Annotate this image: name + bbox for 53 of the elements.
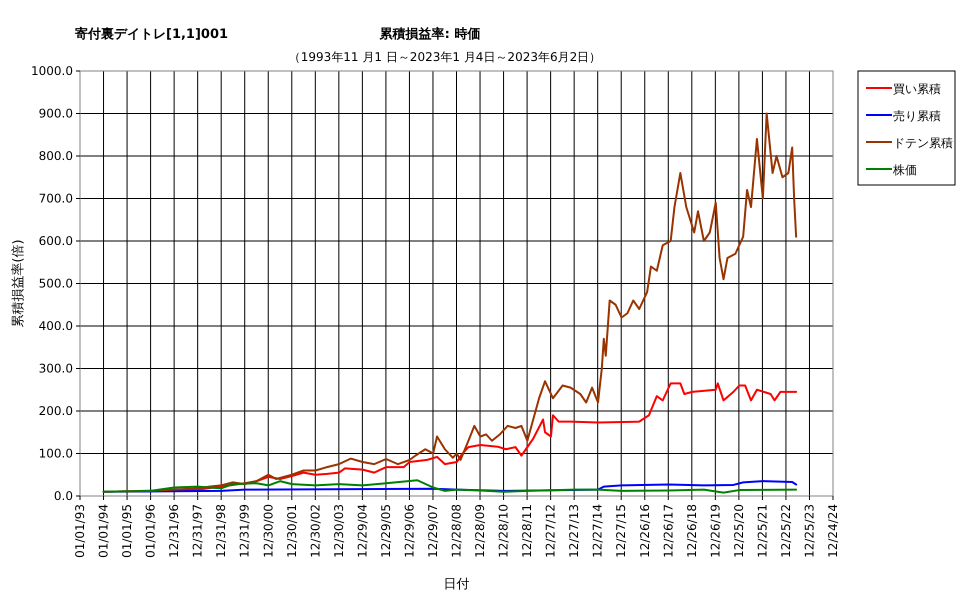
x-tick-label: 12/31/96 bbox=[167, 504, 182, 558]
x-tick-label: 12/25/23 bbox=[802, 504, 816, 558]
x-tick-label: 12/29/06 bbox=[402, 504, 416, 558]
legend-label: 買い累積 bbox=[893, 82, 941, 96]
x-tick-label: 12/30/00 bbox=[261, 504, 276, 558]
x-tick-label: 01/01/93 bbox=[73, 504, 87, 558]
x-tick-label: 12/29/04 bbox=[355, 504, 370, 558]
x-tick-label: 12/30/01 bbox=[284, 504, 299, 558]
x-tick-label: 12/25/21 bbox=[755, 504, 770, 558]
y-tick-label: 200.0 bbox=[38, 404, 73, 418]
x-tick-label: 12/28/09 bbox=[473, 504, 488, 558]
y-tick-label: 600.0 bbox=[38, 234, 73, 248]
y-tick-label: 300.0 bbox=[38, 362, 73, 376]
x-tick-label: 12/27/14 bbox=[590, 504, 605, 558]
x-tick-label: 12/24/24 bbox=[826, 504, 840, 558]
x-tick-label: 12/26/16 bbox=[638, 504, 652, 558]
y-tick-label: 700.0 bbox=[38, 192, 73, 206]
x-tick-label: 12/31/98 bbox=[214, 504, 228, 558]
chart-title: 累積損益率: 時価 bbox=[378, 26, 480, 42]
x-tick-label: 01/01/96 bbox=[144, 504, 158, 558]
x-tick-label: 12/28/11 bbox=[520, 504, 534, 558]
y-tick-label: 800.0 bbox=[38, 149, 73, 163]
legend-label: 売り累積 bbox=[893, 109, 941, 123]
x-tick-label: 12/30/03 bbox=[332, 504, 346, 558]
x-tick-label: 01/01/94 bbox=[96, 504, 111, 558]
x-tick-label: 12/27/15 bbox=[614, 504, 628, 558]
x-tick-label: 12/26/17 bbox=[661, 504, 676, 558]
x-tick-label: 12/25/22 bbox=[778, 504, 793, 558]
y-tick-label: 0.0 bbox=[54, 489, 73, 503]
x-tick-label: 12/27/12 bbox=[544, 504, 558, 558]
y-tick-label: 500.0 bbox=[38, 276, 73, 290]
x-tick-label: 01/01/95 bbox=[120, 504, 134, 558]
y-tick-label: 900.0 bbox=[38, 106, 73, 120]
text: 寄付裏デイトレ[1,1]001 bbox=[75, 26, 228, 42]
x-tick-label: 12/26/18 bbox=[684, 504, 699, 558]
x-tick-label: 12/30/02 bbox=[308, 504, 322, 558]
x-tick-label: 12/28/08 bbox=[450, 504, 464, 558]
x-tick-label: 12/31/99 bbox=[238, 504, 252, 558]
legend-label: ドテン累積 bbox=[893, 136, 953, 150]
y-tick-label: 100.0 bbox=[38, 446, 73, 460]
legend-label: 株価 bbox=[892, 163, 917, 177]
chart-subtitle: （1993年11 月1 日～2023年1 月4日～2023年6月2日） bbox=[288, 50, 602, 64]
x-axis-title: 日付 bbox=[444, 577, 470, 592]
x-tick-label: 12/29/05 bbox=[378, 504, 393, 558]
x-tick-label: 12/31/97 bbox=[190, 504, 205, 558]
x-tick-label: 12/26/19 bbox=[708, 504, 722, 558]
y-tick-label: 1000.0 bbox=[31, 64, 73, 78]
x-tick-label: 12/29/07 bbox=[426, 504, 440, 558]
x-tick-label: 12/28/10 bbox=[496, 504, 511, 558]
x-tick-label: 12/27/13 bbox=[567, 504, 582, 558]
x-tick-label: 12/25/20 bbox=[732, 504, 746, 558]
y-tick-label: 400.0 bbox=[38, 319, 73, 333]
y-axis-title: 累積損益率(倍) bbox=[10, 239, 26, 328]
